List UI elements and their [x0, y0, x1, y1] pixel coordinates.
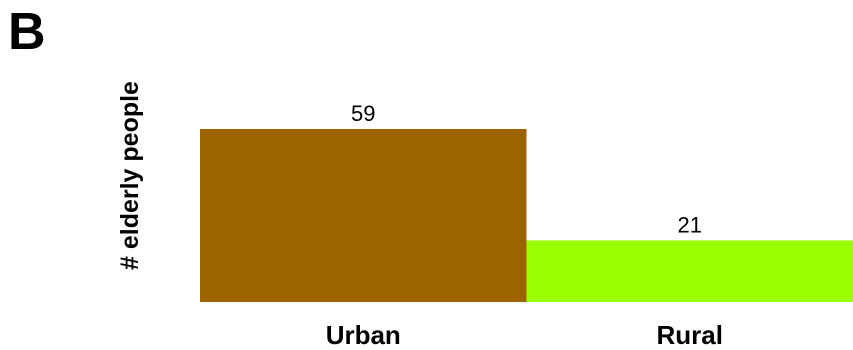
bar-urban [200, 129, 527, 302]
x-tick-label-rural: Rural [657, 320, 723, 350]
data-label-urban: 59 [351, 101, 375, 126]
x-tick-label-urban: Urban [326, 320, 401, 350]
y-axis-label: # elderly people [116, 81, 144, 270]
panel-label: B [8, 3, 46, 61]
bars-group: 59 Urban 21 Rural [200, 101, 853, 350]
bar-rural [526, 240, 853, 302]
data-label-rural: 21 [678, 212, 702, 237]
